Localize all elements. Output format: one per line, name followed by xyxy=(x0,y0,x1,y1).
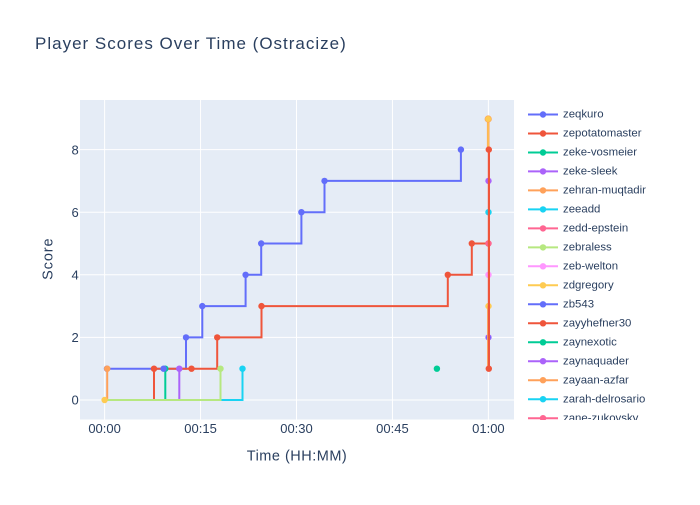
svg-text:00:15: 00:15 xyxy=(184,421,217,436)
svg-text:zaynexotic: zaynexotic xyxy=(563,337,617,349)
svg-text:Time (HH:MM): Time (HH:MM) xyxy=(247,448,348,464)
svg-text:zepotatomaster: zepotatomaster xyxy=(563,128,642,140)
svg-text:00:45: 00:45 xyxy=(376,421,409,436)
svg-text:zarah-delrosario: zarah-delrosario xyxy=(563,393,645,405)
svg-text:zeqkuro: zeqkuro xyxy=(563,109,604,121)
svg-text:zane-zukovsky: zane-zukovsky xyxy=(563,412,639,424)
svg-text:2: 2 xyxy=(71,330,78,345)
svg-text:01:00: 01:00 xyxy=(472,421,505,436)
svg-text:0: 0 xyxy=(71,393,78,408)
svg-text:00:30: 00:30 xyxy=(280,421,313,436)
svg-text:zeke-vosmeier: zeke-vosmeier xyxy=(563,147,637,159)
svg-text:8: 8 xyxy=(71,142,78,157)
svg-text:zayaan-azfar: zayaan-azfar xyxy=(563,374,629,386)
svg-text:zeb-welton: zeb-welton xyxy=(563,261,618,273)
svg-text:6: 6 xyxy=(71,205,78,220)
svg-text:zb543: zb543 xyxy=(563,299,594,311)
svg-text:zayyhefner30: zayyhefner30 xyxy=(563,318,631,330)
svg-text:4: 4 xyxy=(71,268,78,283)
svg-text:zdgregory: zdgregory xyxy=(563,280,614,292)
svg-text:zeeadd: zeeadd xyxy=(563,204,600,216)
svg-text:zebraless: zebraless xyxy=(563,242,612,254)
svg-text:zehran-muqtadir: zehran-muqtadir xyxy=(563,185,646,197)
svg-text:Player Scores Over Time (Ostra: Player Scores Over Time (Ostracize) xyxy=(35,34,347,53)
svg-text:Score: Score xyxy=(40,238,56,280)
svg-text:00:00: 00:00 xyxy=(88,421,121,436)
svg-text:zeke-sleek: zeke-sleek xyxy=(563,166,618,178)
svg-text:zaynaquader: zaynaquader xyxy=(563,355,629,367)
svg-text:zedd-epstein: zedd-epstein xyxy=(563,223,628,235)
